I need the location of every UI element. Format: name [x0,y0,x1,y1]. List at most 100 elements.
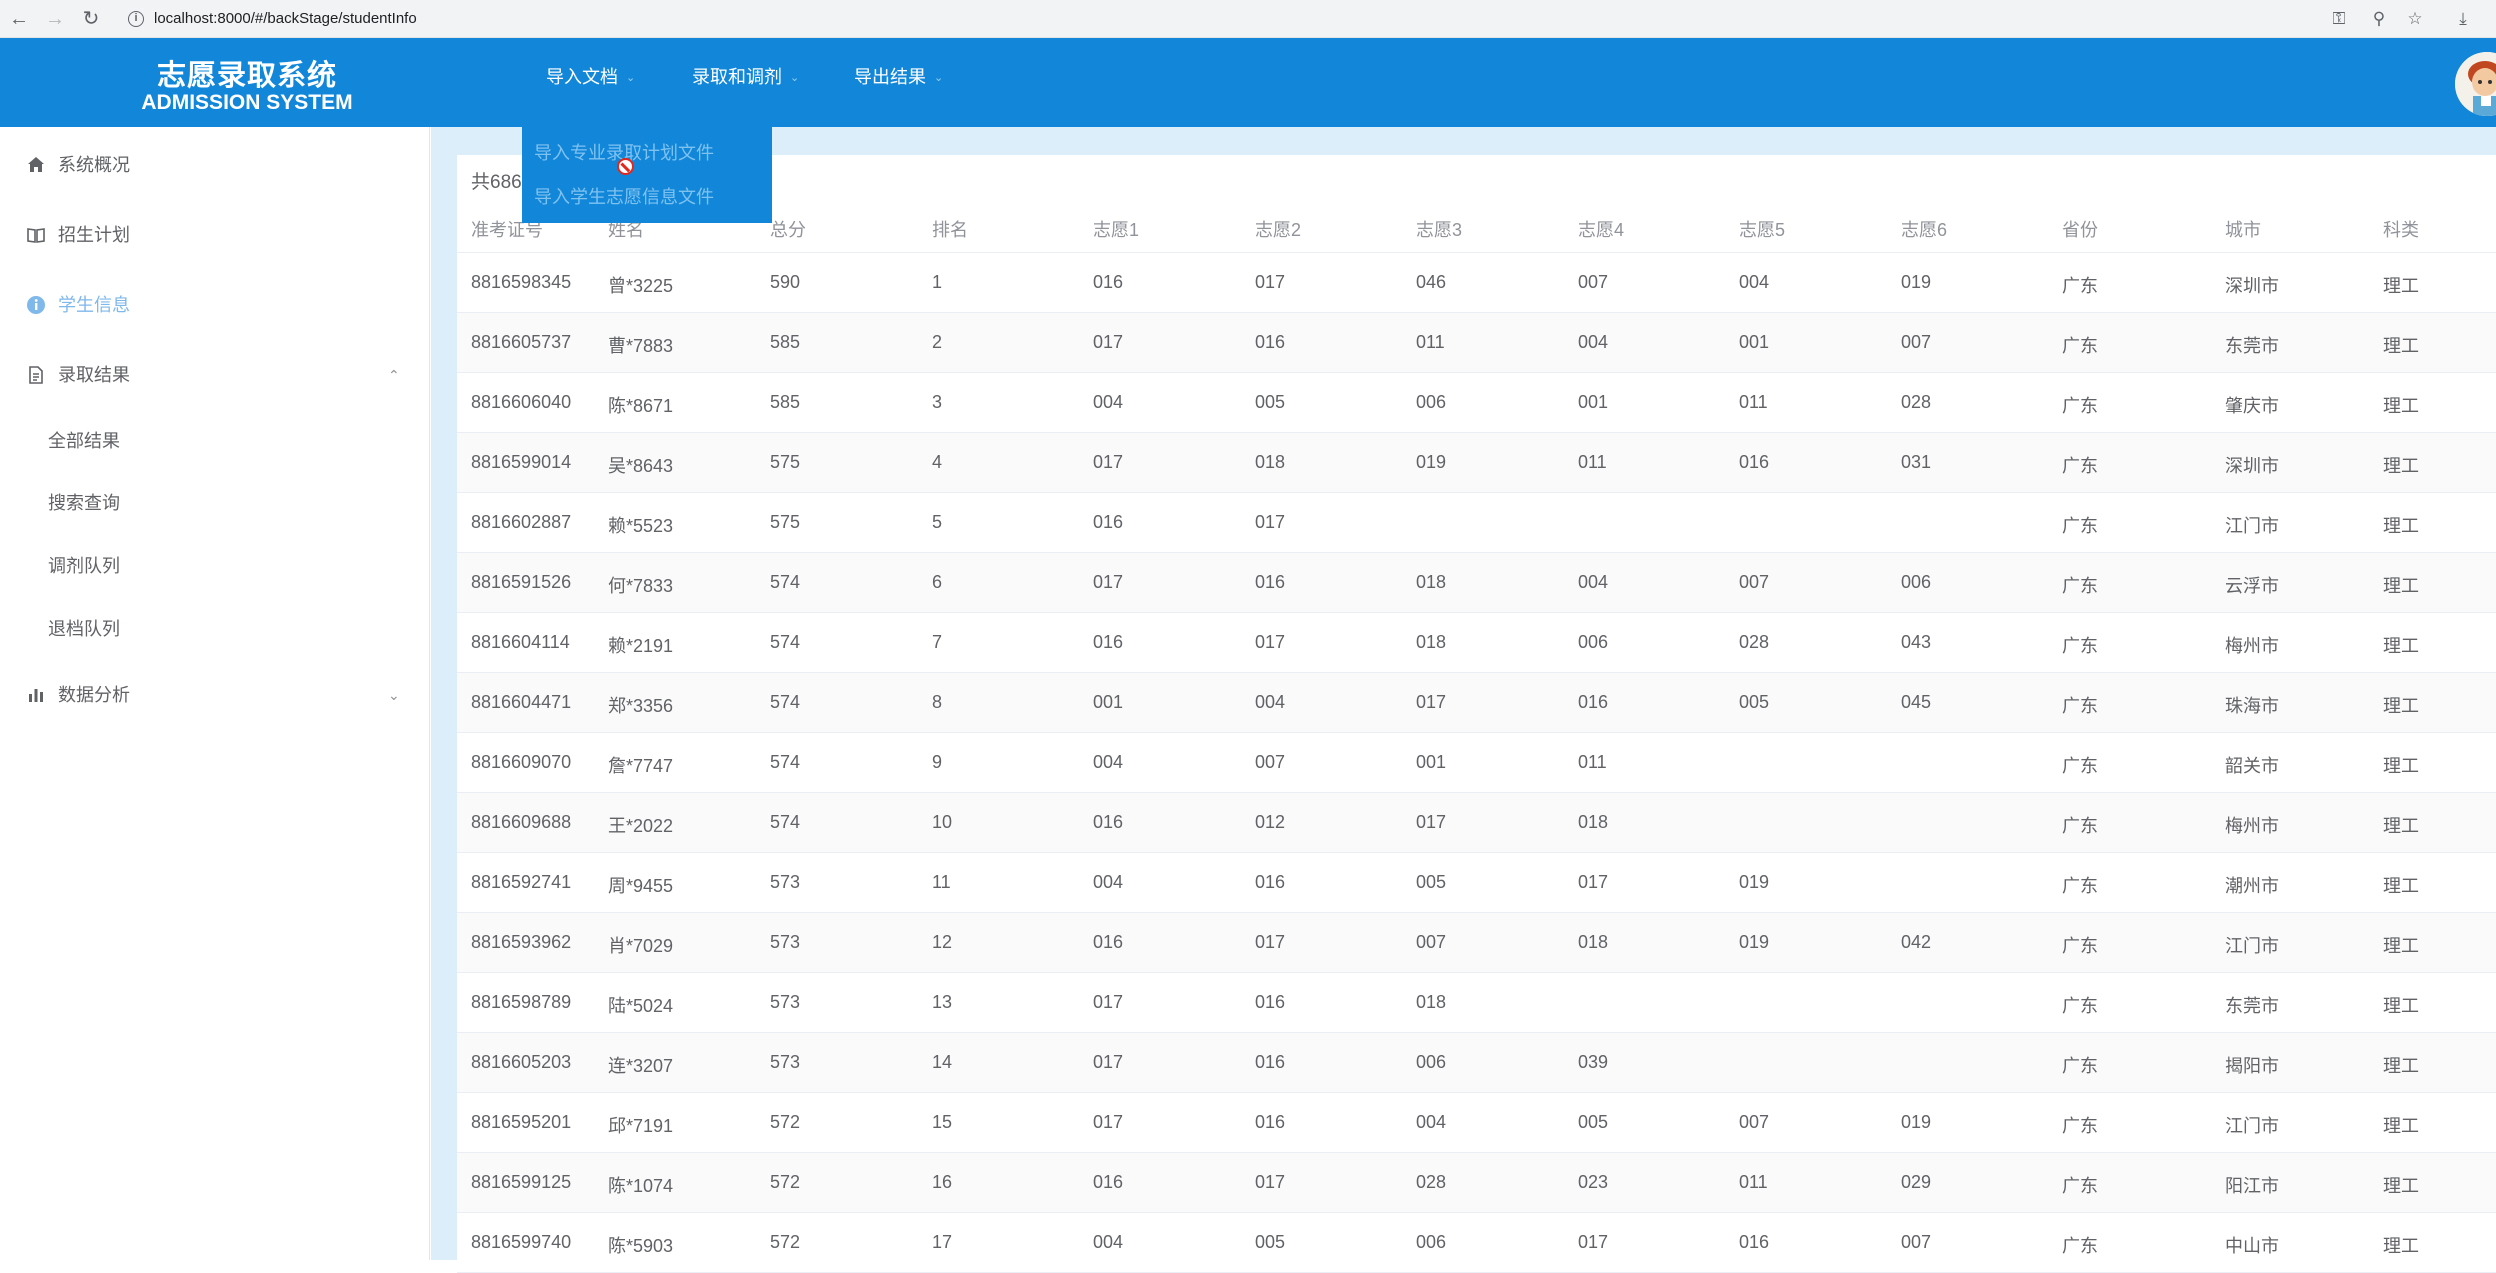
site-info-icon[interactable]: i [128,11,144,27]
column-header: 志愿6 [1901,220,1948,240]
table-row[interactable]: 8816598345 曾*3225 590 1 016 017 046 007 004 019 广东… [457,253,2496,313]
menu-admission-label: 录取和调剂 [692,67,782,87]
address-bar[interactable]: i localhost:8000/#/backStage/studentInfo [118,4,2308,34]
url-text[interactable]: localhost:8000/#/backStage/studentInfo [154,10,417,27]
table-cell: 广东 [2062,396,2098,416]
table-row[interactable]: 8816609070 詹*7747 574 9 004 007 001 011 广东 韶关市 理工 [457,733,2496,793]
table-row[interactable]: 8816606040 陈*8671 585 3 004 005 006 001 011 028 广东… [457,373,2496,433]
table-cell: 广东 [2062,456,2098,476]
sidebar-sub-all-results[interactable]: 全部结果 [48,431,120,451]
zoom-icon[interactable]: ⚲ [2372,9,2386,28]
sidebar-sub-adjust-queue[interactable]: 调剂队列 [48,556,120,576]
table-cell: 016 [1255,572,1286,592]
table-row[interactable]: 8816599740 陈*5903 572 17 004 005 006 017 016 007 广… [457,1213,2496,1273]
table-cell: 016 [1739,452,1770,472]
browser-toolbar: ← → ↻ i localhost:8000/#/backStage/stude… [0,0,2496,38]
table-row[interactable]: 8816592741 周*9455 573 11 004 016 005 017 019 广东 潮州… [457,853,2496,913]
table-cell: 理工 [2383,696,2419,716]
table-row[interactable]: 8816595201 邱*7191 572 15 017 016 004 005 007 019 广… [457,1093,2496,1153]
forward-icon[interactable]: → [45,8,65,30]
sidebar-item-analysis[interactable]: 数据分析 ⌄ [0,675,430,715]
table-cell: 017 [1093,1052,1124,1072]
sidebar-item-plan[interactable]: 招生计划 [0,215,430,255]
table-row[interactable]: 8816609688 王*2022 574 10 016 012 017 018 广东 梅州市 理工 [457,793,2496,853]
document-icon [29,366,43,384]
sidebar-item-results[interactable]: 录取结果 ⌃ [0,355,430,395]
table-row[interactable]: 8816593962 肖*7029 573 12 016 017 007 018 019 042 广… [457,913,2496,973]
table-cell: 肖*7029 [608,936,674,956]
table-cell: 018 [1578,812,1609,832]
menu-export[interactable]: 导出结果 ⌄ [854,38,943,127]
table-cell: 004 [1255,692,1286,712]
table-row[interactable]: 8816604114 赖*2191 574 7 016 017 018 006 028 043 广东… [457,613,2496,673]
import-student-file-item[interactable]: 导入学生志愿信息文件 [534,187,714,207]
table-cell: 573 [770,1052,801,1072]
import-dropdown: 导入专业录取计划文件 导入学生志愿信息文件 [522,127,772,223]
table-cell: 043 [1901,632,1932,652]
table-cell: 042 [1901,932,1932,952]
table-row[interactable]: 8816605737 曹*7883 585 2 017 016 011 004 001 007 广东… [457,313,2496,373]
table-cell: 8816598789 [471,992,572,1012]
table-cell: 019 [1901,1112,1932,1132]
table-row[interactable]: 8816605203 连*3207 573 14 017 016 006 039 广东 揭阳市 理工 [457,1033,2496,1093]
table-cell: 2 [932,332,943,352]
column-header: 排名 [932,220,968,240]
column-header: 总分 [770,220,806,240]
table-cell: 中山市 [2225,1236,2279,1256]
sidebar-item-overview[interactable]: 系统概况 [0,145,430,185]
table-cell: 006 [1416,392,1447,412]
table-row[interactable]: 8816591526 何*7833 574 6 017 016 018 004 007 006 广东… [457,553,2496,613]
table-cell: 8816609688 [471,812,572,832]
chevron-down-icon: ⌄ [388,687,400,703]
table-row[interactable]: 8816598789 陆*5024 573 13 017 016 018 广东 东莞市 理工 [457,973,2496,1033]
table-cell: 潮州市 [2225,876,2279,896]
table-row[interactable]: 8816602887 赖*5523 575 5 016 017 广东 江门市 理工 [457,493,2496,553]
avatar[interactable] [2455,52,2496,116]
table-cell: 赖*5523 [608,516,674,536]
table-cell: 12 [932,932,953,952]
sidebar-item-student-info[interactable]: 学生信息 [0,285,430,325]
table-cell: 江门市 [2225,516,2279,536]
table-cell: 曹*7883 [608,336,674,356]
star-icon[interactable]: ☆ [2407,9,2423,28]
table-row[interactable]: 8816599125 陈*1074 572 16 016 017 028 023 011 029 广… [457,1153,2496,1213]
table-cell: 007 [1739,1112,1770,1132]
table-cell: 广东 [2062,336,2098,356]
import-plan-file-item[interactable]: 导入专业录取计划文件 [534,143,714,163]
table-header: 准考证号 姓名 总分 排名 志愿1 志愿2 志愿3 志愿4 志愿5 志愿6 省份 城市 科类 [457,199,2496,253]
reload-icon[interactable]: ↻ [82,8,100,30]
table-cell: 017 [1093,992,1124,1012]
back-icon[interactable]: ← [9,8,29,30]
table-cell: 007 [1901,332,1932,352]
table-row[interactable]: 8816599014 吴*8643 575 4 017 018 019 011 016 031 广东… [457,433,2496,493]
chevron-down-icon: ⌄ [934,72,944,84]
table-cell: 3 [932,392,943,412]
table-row[interactable]: 8816604471 郑*3356 574 8 001 004 017 016 005 045 广东… [457,673,2496,733]
table-cell: 陈*1074 [608,1176,674,1196]
table-cell: 005 [1739,692,1770,712]
menu-admission[interactable]: 录取和调剂 ⌄ [692,38,799,127]
table-cell: 广东 [2062,1116,2098,1136]
table-cell: 8816609070 [471,752,572,772]
table-cell: 广东 [2062,636,2098,656]
sidebar-sub-search[interactable]: 搜索查询 [48,493,120,513]
menu-import[interactable]: 导入文档 ⌄ [546,38,635,127]
table-cell: 广东 [2062,936,2098,956]
book-icon [27,228,45,243]
table-cell: 广东 [2062,576,2098,596]
table-cell: 004 [1578,572,1609,592]
table-cell: 575 [770,452,801,472]
table-cell: 9 [932,752,943,772]
key-icon[interactable]: ⚿ [2332,9,2346,28]
table-cell: 广东 [2062,276,2098,296]
download-icon[interactable]: ⤓ [2459,9,2467,28]
table-cell: 理工 [2383,336,2419,356]
table-cell: 012 [1255,812,1286,832]
table-cell: 吴*8643 [608,456,674,476]
sidebar-sub-withdraw-queue[interactable]: 退档队列 [48,619,120,639]
table-cell: 韶关市 [2225,756,2279,776]
table-cell: 019 [1739,872,1770,892]
table-cell: 006 [1416,1052,1447,1072]
table-cell: 001 [1578,392,1609,412]
table-cell: 005 [1416,872,1447,892]
